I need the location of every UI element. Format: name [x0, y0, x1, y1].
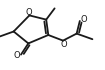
Text: O: O: [61, 40, 67, 49]
Text: O: O: [81, 15, 87, 24]
Text: O: O: [13, 52, 20, 60]
Text: O: O: [25, 8, 32, 17]
